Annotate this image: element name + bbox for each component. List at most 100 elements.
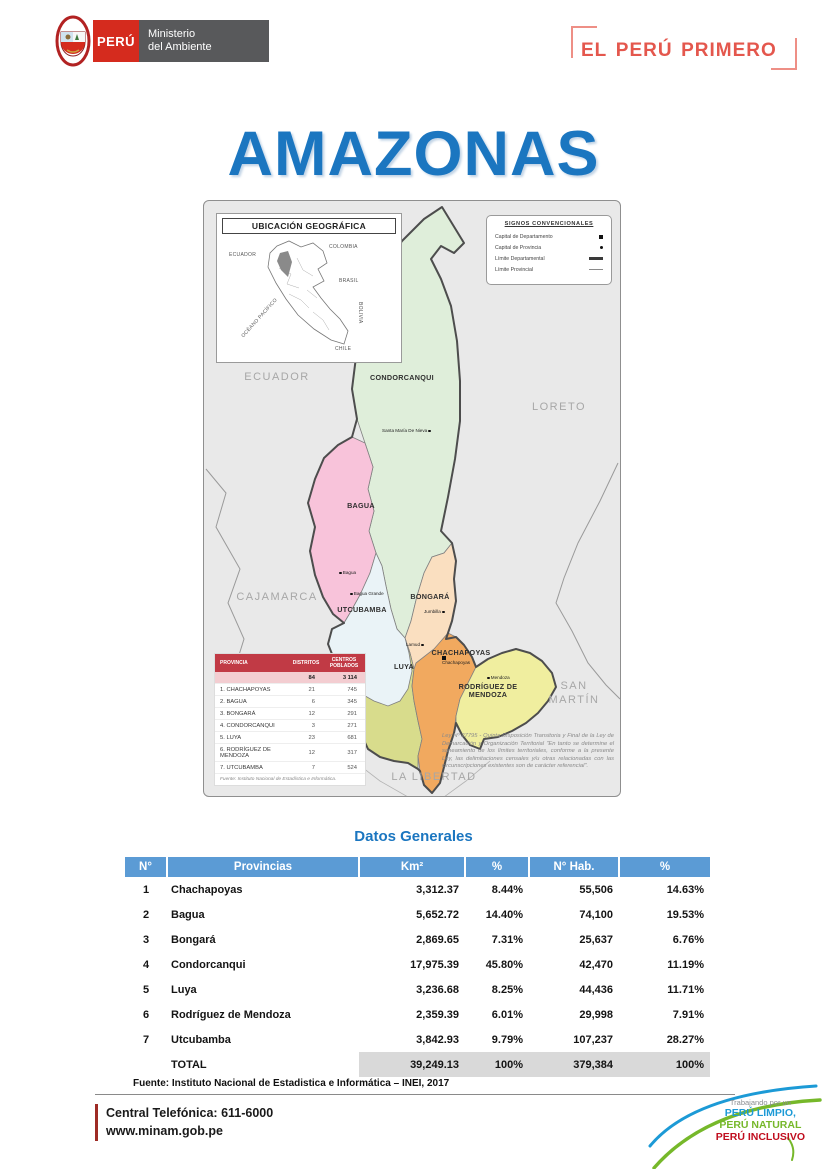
footer-website[interactable]: www.minam.gob.pe — [106, 1124, 223, 1138]
province-label-condorcanqui: CONDORCANQUI — [370, 373, 434, 382]
col-header-pct-hab: % — [618, 857, 710, 877]
province-label-bongara: BONGARÁ — [410, 592, 450, 601]
table-row: 7 Utcubamba 3,842.93 9.79% 107,237 28.27% — [142, 1033, 704, 1046]
inset-label-bolivia: BOLIVIA — [357, 302, 363, 324]
table-row: 6 Rodríguez de Mendoza 2,359.39 6.01% 29,998… — [142, 1008, 704, 1021]
footer-contact: Central Telefónica: 611-6000 www.minam.g… — [95, 1104, 273, 1141]
town-dot-icon — [442, 610, 445, 614]
capital-department-symbol — [599, 234, 603, 239]
footer-slogan-natural: PERÚ NATURAL — [719, 1119, 802, 1131]
ministry-name-line2: del Ambiente — [148, 41, 212, 53]
page-title: AMAZONAS — [227, 119, 600, 189]
ministry-name-line1: Ministerio — [148, 28, 196, 40]
stats-row: 4. CONDORCANQUI 3 271 — [215, 719, 365, 732]
peru-wordmark: PERÚ — [93, 20, 139, 62]
slogan-bracket-bottom-right — [771, 38, 797, 70]
town-lamud: Lamud — [406, 642, 424, 647]
department-map: ECUADOR LORETO CAJAMARCA SAN MARTÍN LA L… — [203, 200, 621, 797]
town-dot-icon — [421, 643, 424, 647]
col-header-pct-km: % — [464, 857, 529, 877]
slogan-bracket-top-left — [571, 26, 597, 58]
province-label-chachapoyas: CHACHAPOYAS — [431, 648, 491, 657]
inset-label-chile: CHILE — [335, 346, 352, 352]
town-chachapoyas-capital: Chachapoyas — [442, 655, 470, 665]
location-inset-title: UBICACIÓN GEOGRÁFICA — [222, 218, 396, 234]
table-row: 3 Bongará 2,869.65 7.31% 25,637 6.76% — [142, 933, 704, 946]
map-canvas — [205, 206, 620, 796]
stats-source: Fuente: Instituto Nacional de Estadístic… — [220, 777, 337, 782]
col-header-hab: N° Hab. — [528, 857, 619, 877]
neighbor-boundary-south — [353, 760, 491, 796]
inset-label-colombia: COLOMBIA — [329, 244, 358, 250]
stats-row: 7. UTCUBAMBA 7 524 — [215, 761, 365, 774]
province-label-bagua: BAGUA — [347, 501, 375, 510]
section-title-datos-generales: Datos Generales — [354, 828, 473, 845]
department-boundary — [307, 206, 557, 794]
stats-header-distritos: DISTRITOS — [289, 654, 323, 672]
stats-row: 6. RODRÍGUEZ DE MENDOZA 12 317 — [215, 743, 365, 762]
stats-row: 5. LUYA 23 681 — [215, 731, 365, 744]
footer-swoosh-green — [652, 1098, 822, 1169]
town-santa-maria-de-nieva: Santa María De Nieva — [382, 428, 431, 433]
map-legend: SIGNOS CONVENCIONALES Capital de Departa… — [486, 215, 612, 285]
neighbor-label-cajamarca: CAJAMARCA — [236, 591, 318, 603]
footer-brand-logo: Trabajando por un PERÚ LIMPIO, PERÚ NATU… — [648, 1076, 823, 1169]
town-dot-icon — [339, 571, 342, 575]
stats-row: 3. BONGARÁ 12 291 — [215, 707, 365, 720]
town-dot-icon — [428, 429, 431, 433]
town-jumbilla: Jumbilla — [424, 609, 445, 614]
neighbor-label-ecuador: ECUADOR — [244, 371, 310, 383]
neighbor-label-loreto: LORETO — [531, 401, 587, 413]
col-header-provincias: Provincias — [166, 857, 359, 877]
footer-slogan-intro: Trabajando por un — [729, 1098, 791, 1107]
legend-item: Límite Departamental — [495, 253, 603, 264]
capital-province-symbol — [600, 246, 603, 249]
amazonas-highlight — [277, 251, 292, 277]
neighbor-label-la-libertad: LA LIBERTAD — [391, 771, 477, 783]
table-row: 1 Chachapoyas 3,312.37 8.44% 55,506 14.63% — [142, 883, 704, 896]
province-label-luya: LUYA — [393, 662, 415, 671]
footer-slogan-inclusivo: PERÚ INCLUSIVO — [715, 1131, 805, 1143]
capital-square-icon — [442, 656, 446, 660]
footer-red-bar — [95, 1104, 98, 1141]
neighbor-label-san-martin: SAN MARTÍN — [548, 680, 600, 706]
town-mendoza: Mendoza — [487, 675, 510, 680]
province-limit-symbol — [589, 269, 603, 270]
stats-total-row: 84 3 114 — [215, 672, 365, 684]
legend-item: Límite Provincial — [495, 264, 603, 275]
footer-phone: Central Telefónica: 611-6000 — [106, 1106, 274, 1120]
table-total-row: TOTAL 39,249.13 100% 379,384 100% — [125, 1052, 710, 1077]
datos-generales-table: N° Provincias Km² % N° Hab. % 1 Chachapoy… — [125, 857, 710, 1077]
neighbor-boundary-east — [555, 462, 620, 700]
ministry-logo: PERÚ Ministerio del Ambiente — [55, 13, 269, 69]
table-header-row: N° Provincias Km² % N° Hab. % — [125, 857, 710, 877]
stats-header-centros: CENTROS POBLADOS — [323, 654, 365, 672]
stats-row: 2. BAGUA 6 345 — [215, 695, 365, 708]
table-source-note: Fuente: Instituto Nacional de Estadistic… — [133, 1078, 450, 1089]
law-note: Ley Nº 27795 - Quinta Disposición Transi… — [442, 733, 614, 769]
map-stats-table: PROVINCIA DISTRITOS CENTROS POBLADOS 84 … — [214, 653, 366, 786]
town-dot-icon — [487, 676, 490, 680]
town-dot-icon — [350, 592, 353, 596]
footer-swoosh-tail — [787, 1137, 795, 1161]
footer-swoosh-blue — [648, 1084, 818, 1148]
province-label-utcubamba: UTCUBAMBA — [337, 605, 387, 614]
footer-divider — [95, 1094, 735, 1095]
slogan-text: El Perú Primero — [581, 32, 777, 62]
footer-slogan-limpio: PERÚ LIMPIO, — [724, 1107, 796, 1119]
peru-inset-map: ECUADOR COLOMBIA BRASIL OCÉANO PACÍFICO … — [217, 236, 401, 356]
inset-label-brasil: BRASIL — [339, 278, 359, 284]
table-row: 2 Bagua 5,652.72 14.40% 74,100 19.53% — [142, 908, 704, 921]
ministry-name: Ministerio del Ambiente — [139, 20, 269, 62]
province-label-rodriguez-de-mendoza: RODRÍGUEZ DE MENDOZA — [458, 682, 518, 699]
peru-coat-of-arms-icon — [55, 14, 91, 68]
col-header-km2: Km² — [358, 857, 465, 877]
town-bagua: Bagua — [339, 570, 356, 575]
el-peru-primero-logo: El Perú Primero — [567, 24, 797, 70]
department-limit-symbol — [589, 257, 603, 260]
location-inset: UBICACIÓN GEOGRÁFICA ECUADOR COLOMBIA BR… — [216, 213, 402, 363]
inset-label-ecuador: ECUADOR — [229, 252, 257, 258]
legend-item: Capital de Provincia — [495, 242, 603, 253]
legend-title: SIGNOS CONVENCIONALES — [504, 221, 594, 227]
